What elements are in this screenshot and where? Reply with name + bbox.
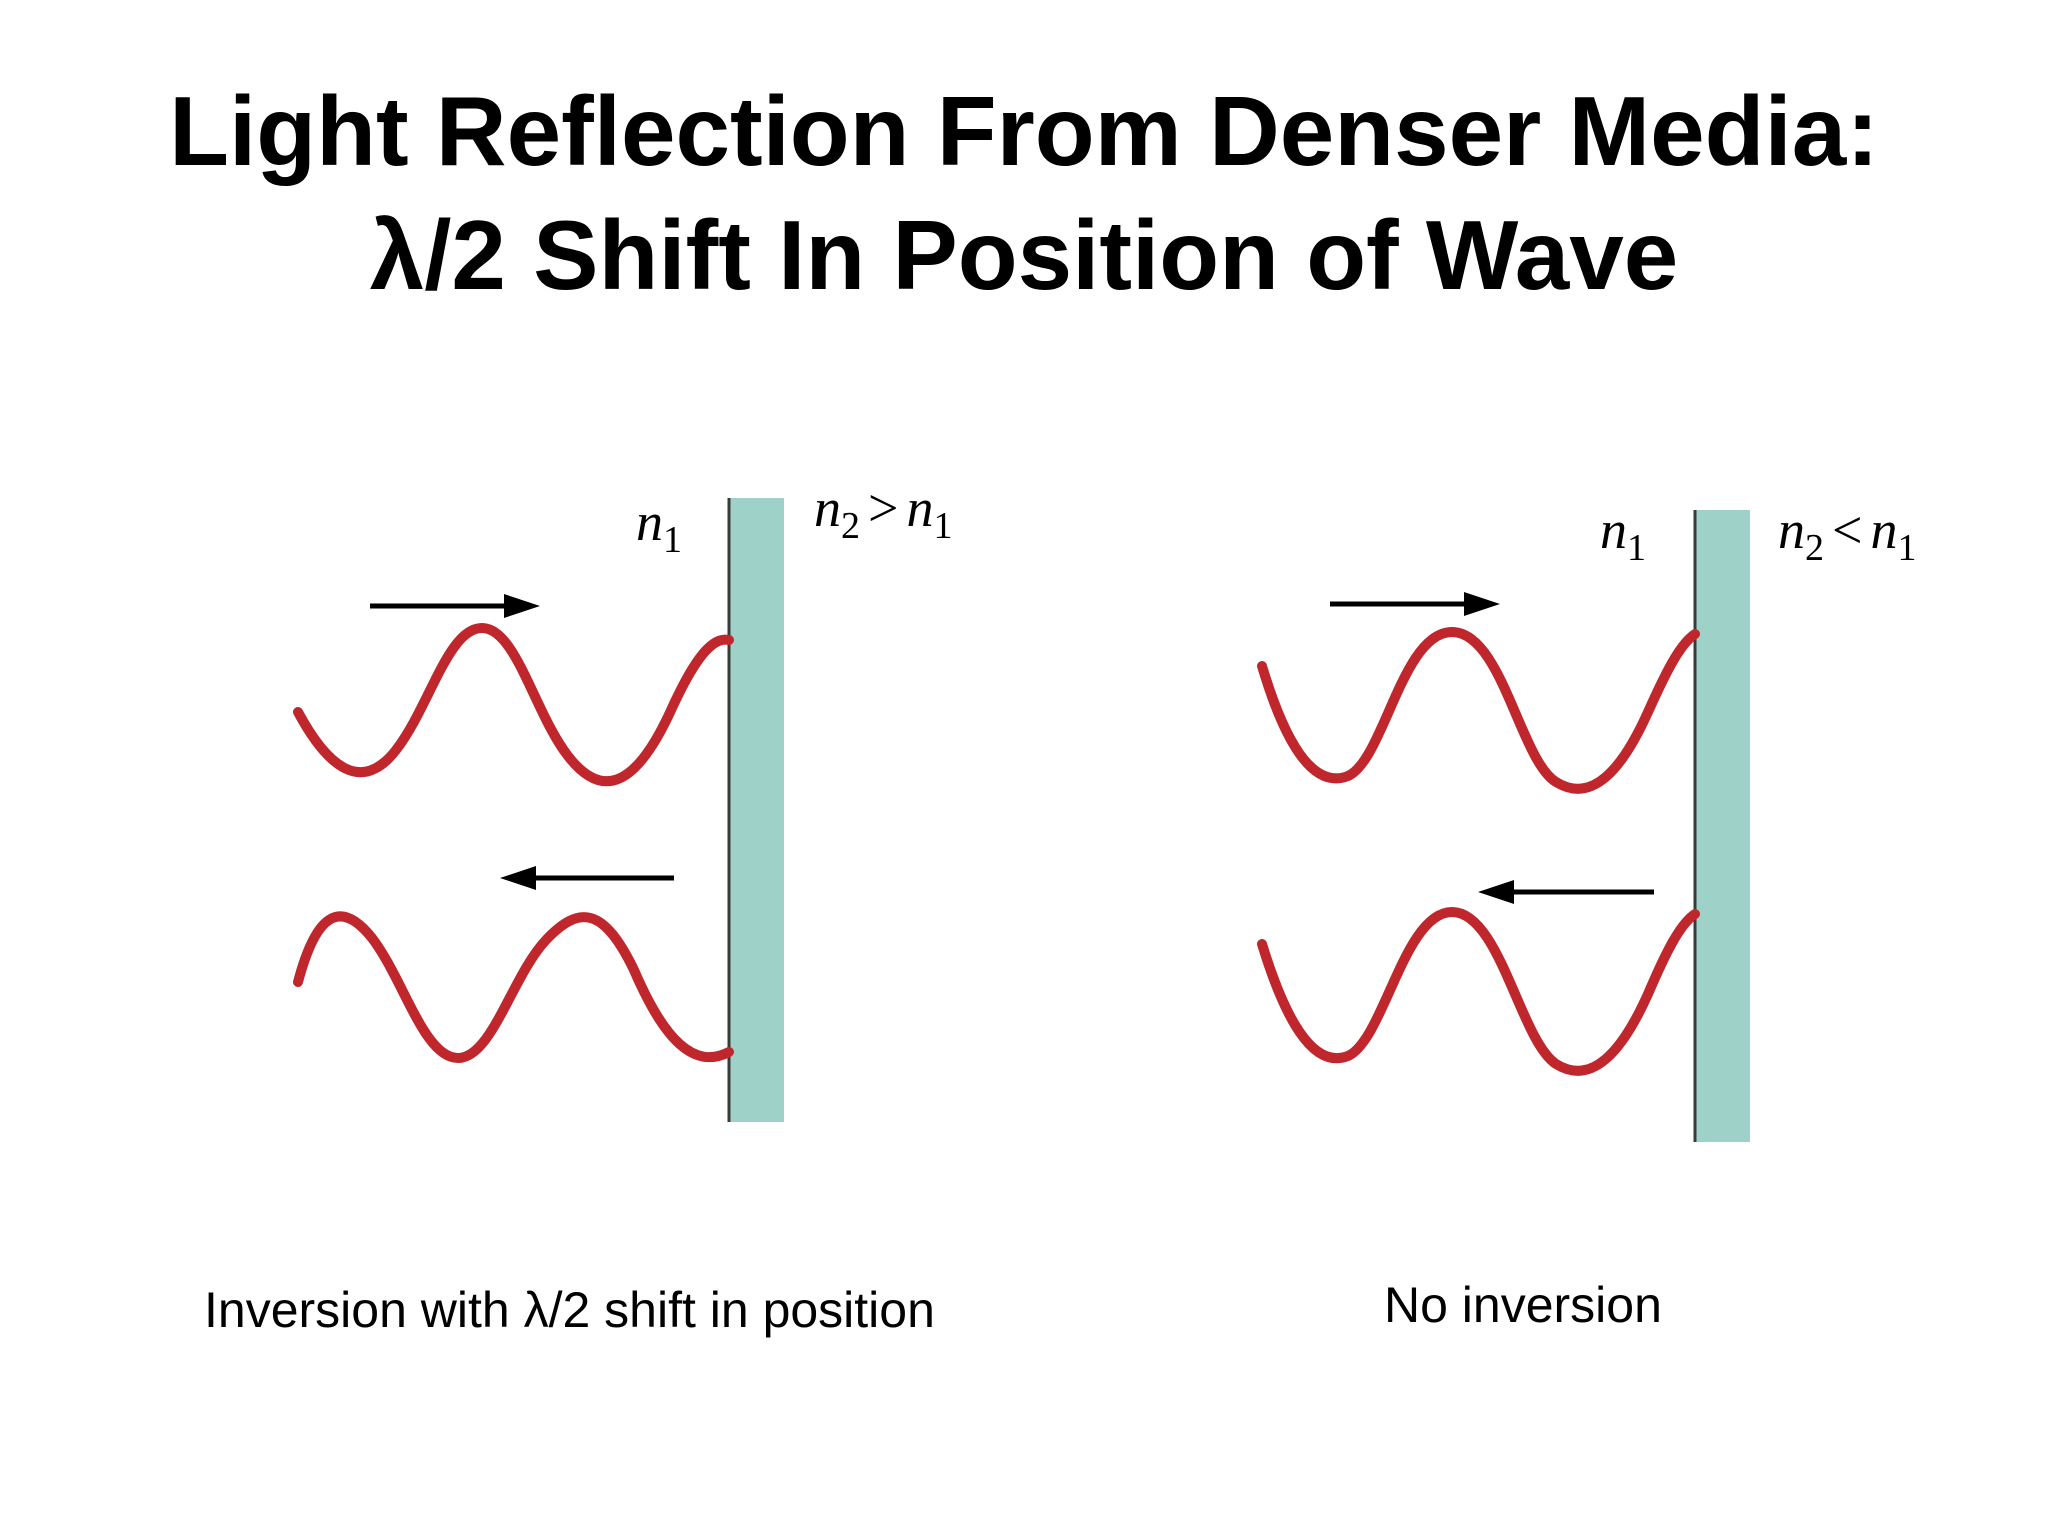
medium-label-n1-left: n1 (636, 492, 682, 561)
panel-left: n1 n2 > n1 (293, 478, 952, 1122)
incident-wave-left (293, 622, 734, 787)
incident-wave-right (1257, 626, 1700, 794)
reflected-wave-left (293, 911, 734, 1064)
boundary-slab-left (728, 498, 784, 1122)
arrow-left-icon (500, 866, 674, 890)
reflected-wave-right (1257, 906, 1700, 1076)
medium-label-relation-left: n2 > n1 (814, 478, 952, 547)
caption-inversion: Inversion with λ/2 shift in position (204, 1282, 935, 1338)
boundary-slab-right (1694, 510, 1750, 1142)
page-title-line-2: λ/2 Shift In Position of Wave (369, 200, 1679, 310)
arrow-right-icon (1330, 592, 1500, 616)
arrow-right-icon (370, 594, 540, 618)
medium-label-n1-right: n1 (1600, 500, 1646, 569)
page-title-line-1: Light Reflection From Denser Media: (169, 76, 1879, 186)
medium-label-relation-right: n2 < n1 (1778, 500, 1916, 569)
panel-right: n1 n2 < n1 (1257, 500, 1916, 1142)
caption-no-inversion: No inversion (1384, 1277, 1662, 1333)
arrow-left-icon (1478, 880, 1654, 904)
